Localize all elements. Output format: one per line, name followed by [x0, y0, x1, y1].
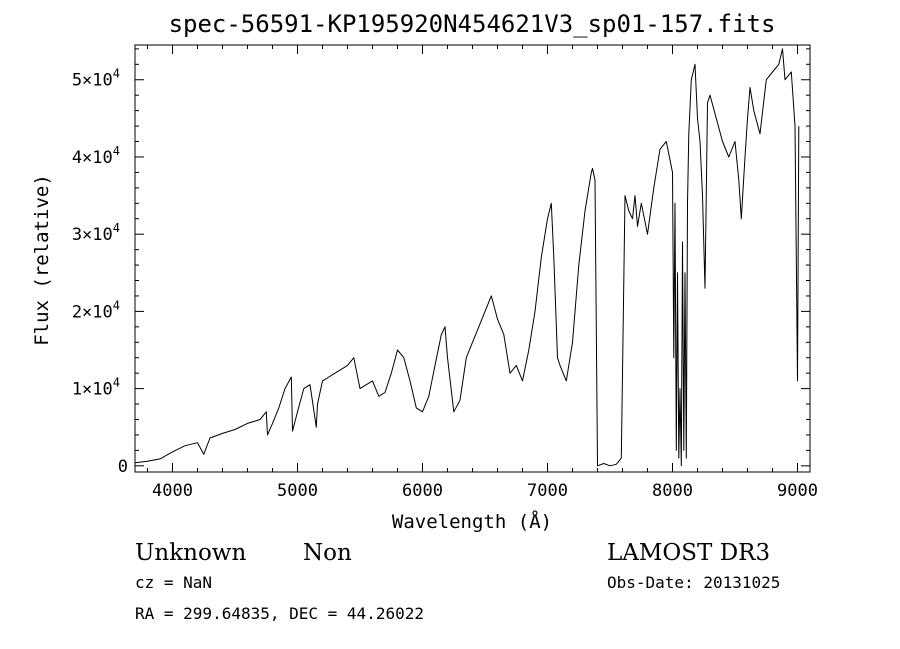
chart-title: spec-56591-KP195920N454621V3_sp01-157.fi…	[169, 10, 776, 38]
spectrum-line-0	[134, 48, 800, 467]
object-class: Unknown	[135, 540, 246, 566]
x-tick-label: 6000	[402, 481, 443, 501]
series-layer	[134, 48, 800, 467]
obs-date-text: Obs-Date: 20131025	[607, 573, 780, 592]
y-tick-label: 5×104	[72, 67, 120, 91]
y-tick-label: 0	[118, 457, 128, 477]
x-tick-label: 7000	[527, 481, 568, 501]
redshift-text: cz = NaN	[135, 573, 212, 592]
y-tick-label: 4×104	[72, 144, 120, 168]
x-tick-label: 9000	[777, 481, 818, 501]
x-axis-label: Wavelength (Å)	[392, 510, 552, 533]
y-axis: 0 1×104 2×104 3×104 4×104 5×104	[72, 48, 810, 477]
x-tick-label: 5000	[277, 481, 318, 501]
plot-frame	[134, 44, 811, 473]
coordinates-text: RA = 299.64835, DEC = 44.26022	[135, 604, 424, 623]
x-tick-label: 4000	[152, 481, 193, 501]
y-tick-label: 2×104	[72, 298, 120, 322]
x-axis: 4000 5000 6000 7000 8000 9000	[147, 45, 818, 501]
y-tick-label: 3×104	[72, 221, 120, 245]
y-axis-label: Flux (relative)	[31, 174, 53, 346]
plot-area: 4000 5000 6000 7000 8000 9000 0 1×104 2×104 3×10…	[72, 44, 818, 501]
y-tick-label: 1×104	[72, 376, 120, 400]
x-tick-label: 8000	[652, 481, 693, 501]
object-subclass: Non	[303, 540, 352, 566]
survey-name: LAMOST DR3	[607, 540, 770, 566]
